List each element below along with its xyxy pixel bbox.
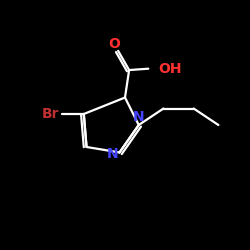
Text: OH: OH xyxy=(158,62,182,76)
Text: Br: Br xyxy=(42,107,60,121)
Text: O: O xyxy=(108,37,120,51)
Text: N: N xyxy=(133,110,144,124)
Text: N: N xyxy=(107,147,118,161)
